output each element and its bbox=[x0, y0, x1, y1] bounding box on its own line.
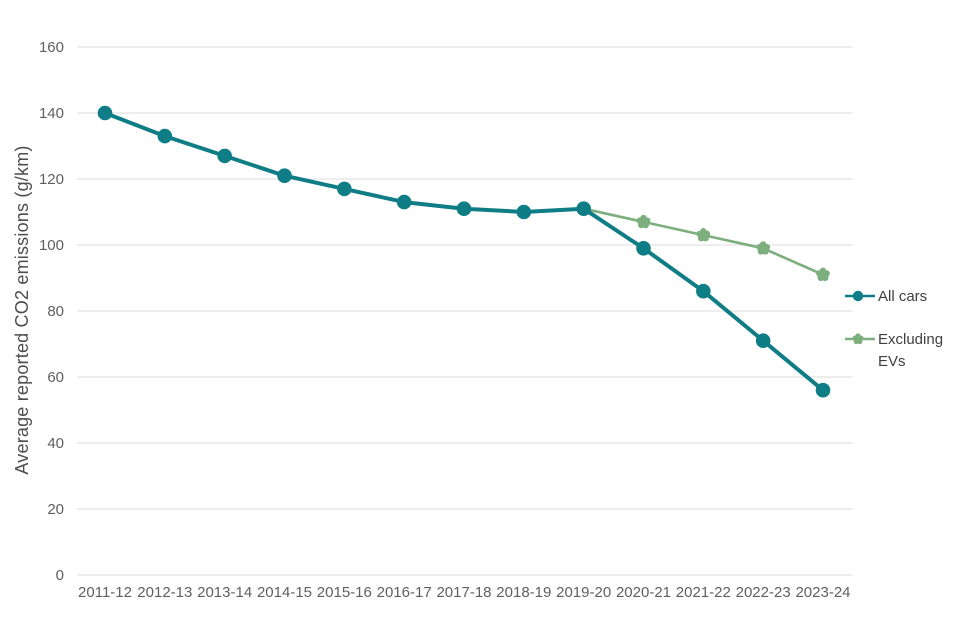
svg-text:60: 60 bbox=[47, 369, 64, 386]
svg-text:0: 0 bbox=[56, 567, 64, 584]
svg-text:2013-14: 2013-14 bbox=[197, 584, 252, 601]
svg-text:2022-23: 2022-23 bbox=[736, 584, 791, 601]
svg-text:80: 80 bbox=[47, 303, 64, 320]
all-cars-line-marker-icon bbox=[845, 290, 875, 302]
legend: All cars Excluding EVs bbox=[845, 286, 957, 394]
svg-text:2020-21: 2020-21 bbox=[616, 584, 671, 601]
svg-text:140: 140 bbox=[39, 105, 64, 122]
excluding-evs-line-marker-icon bbox=[845, 333, 875, 345]
svg-text:120: 120 bbox=[39, 171, 64, 188]
legend-item-excluding-evs: Excluding EVs bbox=[845, 329, 957, 373]
legend-item-all-cars: All cars bbox=[845, 286, 957, 308]
legend-label-all-cars: All cars bbox=[878, 288, 928, 305]
svg-text:2014-15: 2014-15 bbox=[257, 584, 312, 601]
svg-text:2023-24: 2023-24 bbox=[795, 584, 850, 601]
svg-text:2016-17: 2016-17 bbox=[377, 584, 432, 601]
svg-text:20: 20 bbox=[47, 501, 64, 518]
svg-text:2019-20: 2019-20 bbox=[556, 584, 611, 601]
svg-text:2011-12: 2011-12 bbox=[78, 584, 132, 601]
svg-text:2021-22: 2021-22 bbox=[676, 584, 731, 601]
svg-text:40: 40 bbox=[47, 435, 64, 452]
svg-text:2012-13: 2012-13 bbox=[137, 584, 192, 601]
legend-label-excluding-evs: Excluding EVs bbox=[878, 331, 944, 371]
svg-text:2018-19: 2018-19 bbox=[496, 584, 551, 601]
svg-text:2017-18: 2017-18 bbox=[436, 584, 491, 601]
svg-text:160: 160 bbox=[39, 39, 64, 56]
svg-text:100: 100 bbox=[39, 237, 64, 254]
svg-text:2015-16: 2015-16 bbox=[317, 584, 372, 601]
